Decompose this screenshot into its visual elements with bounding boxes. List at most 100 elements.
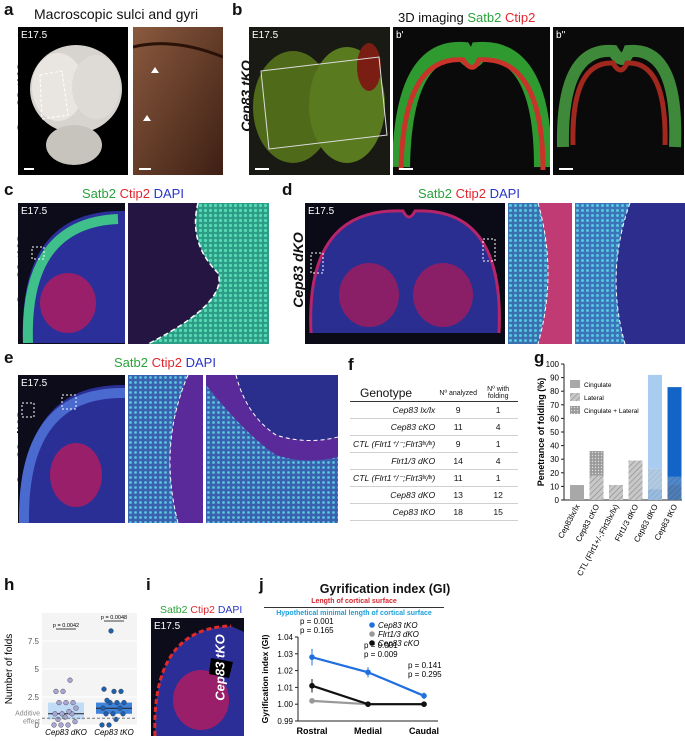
panel-g-label: g xyxy=(534,348,545,367)
gyrification-chart: 0.99 1.00 1.01 1.02 1.03 1.04 Gyrification ind… xyxy=(260,618,442,736)
legend-swatch xyxy=(570,380,580,388)
bar-segment xyxy=(589,451,604,476)
bar-segment xyxy=(667,387,682,477)
scale-bar xyxy=(399,168,413,170)
y-tick-label: 1.00 xyxy=(277,700,293,709)
panel-e-stain-3: DAPI xyxy=(185,355,216,370)
panel-c-stain-3: DAPI xyxy=(153,186,184,201)
panel-j-title: Gyrification index (GI) xyxy=(319,582,451,596)
table-cell-analyzed: 9 xyxy=(438,435,479,453)
panel-i-stain-1: Satb2 xyxy=(160,604,188,616)
y-axis-label: Number of folds xyxy=(4,634,15,705)
panel-a-title: Macroscopic sulci and gyri xyxy=(34,6,199,22)
panel-d-stains: Satb2 Ctip2 DAPI xyxy=(418,186,520,201)
y-tick-label: 40 xyxy=(550,442,559,451)
data-point xyxy=(421,701,427,707)
data-point xyxy=(309,698,315,704)
data-point xyxy=(67,677,73,683)
p-value-label: p = 0.0048 xyxy=(101,615,127,621)
panel-b-stage: E17.5 xyxy=(252,30,279,41)
panel-d-stain-1: Satb2 xyxy=(418,186,452,201)
brain-macro-zoom-image xyxy=(133,27,223,175)
table-cell-analyzed: 11 xyxy=(438,469,479,487)
y-tick-label: 80 xyxy=(550,387,559,396)
p-value-label: p = 0.009 xyxy=(364,650,398,659)
table-cell-genotype: CTL (Flrt1⁺/⁻;Flrt3ˡˣ/ˡˣ) xyxy=(350,435,439,453)
scale-bar xyxy=(255,168,269,170)
panel-c-label: c xyxy=(4,180,14,199)
panel-b-label: b xyxy=(232,0,243,19)
data-point xyxy=(53,688,59,695)
data-point xyxy=(113,716,119,722)
bar-segment xyxy=(609,485,623,500)
section-d-zoom-1-image xyxy=(508,203,572,344)
p-value-label: p = 0.001 xyxy=(364,641,398,650)
gi-formula-denominator: Hypothetical minimal length of cortical … xyxy=(276,610,432,617)
legend-swatch xyxy=(570,406,580,414)
data-point xyxy=(59,711,65,717)
data-point xyxy=(70,699,76,706)
section-e-overview-image: E17.5 xyxy=(18,375,125,523)
table-cell-folding: 1 xyxy=(478,435,519,453)
y-axis-label: Penetrance of folding (%) xyxy=(536,378,546,487)
panel-e-stage: E17.5 xyxy=(21,378,48,389)
section-c-zoom-image xyxy=(128,203,269,344)
table-cell-analyzed: 18 xyxy=(438,503,479,521)
genotype-table: Genotype Nº analyzed Nº with folding Cep… xyxy=(350,385,519,521)
panel-j-label: j xyxy=(259,575,264,594)
p-value-label: p = 0.141 xyxy=(408,661,442,670)
bar-segment xyxy=(628,460,643,500)
panel-i-label: i xyxy=(146,575,151,594)
panel-c-stains: Satb2 Ctip2 DAPI xyxy=(82,186,184,201)
panel-d-stage: E17.5 xyxy=(308,206,335,217)
data-point xyxy=(73,705,79,711)
table-cell-folding: 1 xyxy=(478,401,519,419)
table-cell-analyzed: 13 xyxy=(438,486,479,504)
panel-i-stain-3: DAPI xyxy=(217,604,243,616)
y-tick-label: 50 xyxy=(550,428,559,437)
legend-label: Flrt1/3 dKO xyxy=(378,630,419,639)
legend-label: Cingulate xyxy=(584,382,612,389)
table-cell-genotype: Cep83 tKO xyxy=(350,503,439,521)
y-tick-label: 7.5 xyxy=(28,637,40,646)
data-point xyxy=(60,688,66,695)
table-row: Cep83 dKO 13 12 xyxy=(350,486,519,504)
y-tick-label: 20 xyxy=(550,469,559,478)
legend-label: Cep83 tKO xyxy=(378,621,418,630)
gi-formula-numerator: Length of cortical surface xyxy=(311,598,397,605)
data-point xyxy=(72,719,78,725)
data-point xyxy=(99,722,105,728)
panel-i-genotype: Cep83 tKO xyxy=(212,634,228,701)
baseline-label: effect xyxy=(23,718,40,725)
data-point xyxy=(104,697,110,703)
bar-segment xyxy=(648,374,662,469)
panel-e-stain-2: Ctip2 xyxy=(151,355,182,370)
panel-c-stain-2: Ctip2 xyxy=(119,186,150,201)
table-header-folding: Nº with folding xyxy=(478,385,519,402)
table-cell-genotype: Flrt1/3 dKO xyxy=(350,452,439,470)
table-cell-folding: 4 xyxy=(478,418,519,436)
table-header-analyzed: Nº analyzed xyxy=(438,385,479,402)
y-tick-label: 1.02 xyxy=(277,667,293,676)
panel-b-sub-1: b' xyxy=(396,30,404,41)
panel-e-stains: Satb2 Ctip2 DAPI xyxy=(114,355,216,370)
table-row: CTL (Flrt1⁺/⁻;Flrt3ˡˣ/ˡˣ) 9 1 xyxy=(350,435,519,453)
data-point xyxy=(365,701,371,707)
data-point xyxy=(108,628,114,634)
brain-3d-slice-2-image: b'' xyxy=(553,27,684,175)
legend-label: Cep83 cKO xyxy=(378,639,419,648)
y-tick-label: 0.99 xyxy=(277,717,293,726)
legend-label: Cingulate + Lateral xyxy=(584,408,639,415)
data-point xyxy=(118,688,124,695)
y-tick-label: 10 xyxy=(550,482,559,491)
y-tick-label: 5 xyxy=(35,665,40,674)
panel-d-label: d xyxy=(282,180,293,199)
scale-bar xyxy=(559,168,573,170)
legend-label: Lateral xyxy=(584,395,604,402)
data-point xyxy=(66,708,72,715)
brain-3d-overview-image: E17.5 xyxy=(249,27,390,175)
data-point xyxy=(103,711,109,717)
data-point xyxy=(106,722,112,728)
y-tick-label: 1.01 xyxy=(277,683,293,692)
legend-marker xyxy=(369,631,375,637)
